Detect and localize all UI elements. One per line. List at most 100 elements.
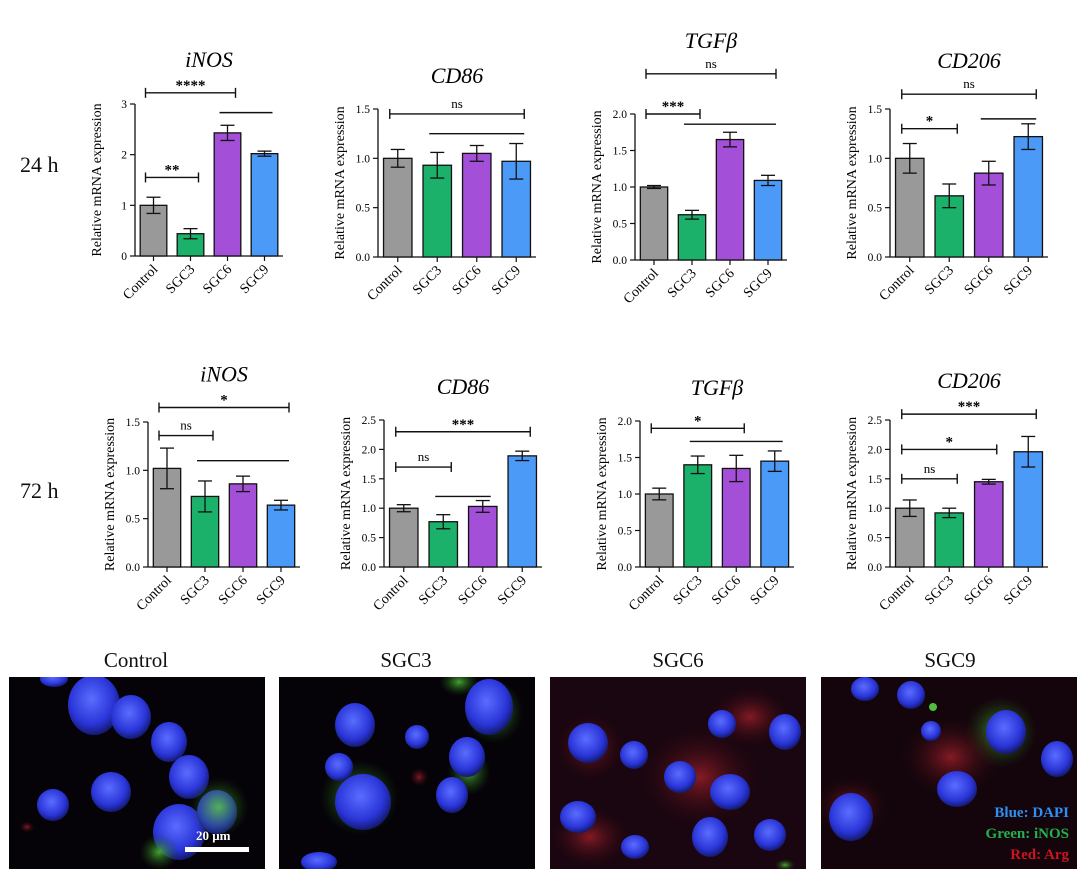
y-tick-label: 0.0 — [868, 562, 883, 574]
y-tick-label: 0.0 — [356, 252, 371, 264]
x-tick-label-control: Control — [134, 573, 175, 614]
x-tick-label-sgc6: SGC6 — [703, 266, 738, 301]
micrograph-title-control: Control — [103, 648, 169, 672]
micrograph-sgc3-image — [301, 677, 524, 869]
x-tick-label-sgc6: SGC6 — [450, 263, 485, 298]
y-axis-label: Relative mRNA expression — [339, 417, 354, 570]
scale-bar-label: 20 μm — [196, 828, 231, 843]
y-tick-label: 1.0 — [356, 153, 371, 165]
y-tick-label: 1 — [121, 200, 127, 212]
x-tick-label-sgc9: SGC9 — [238, 262, 273, 297]
x-tick-label-control: Control — [371, 573, 412, 614]
bar-sgc9 — [753, 179, 783, 261]
y-axis-label: Relative mRNA expression — [595, 417, 610, 570]
significance-label: * — [694, 413, 702, 429]
bar-sgc9 — [760, 460, 790, 568]
y-tick-label: 1.0 — [868, 153, 883, 165]
y-tick-label: 1.5 — [618, 453, 633, 465]
legend-arg: Red: Arg — [1010, 847, 1069, 863]
x-tick-label-sgc9: SGC9 — [1001, 263, 1036, 298]
bar-sgc6 — [973, 481, 1004, 568]
chart-title: iNOS — [200, 362, 248, 387]
y-tick-label: 2.5 — [362, 415, 377, 427]
chart-title: TGFβ — [691, 375, 744, 400]
y-tick-label: 1.5 — [362, 474, 377, 486]
significance-label: **** — [176, 78, 206, 94]
y-tick-label: 2 — [121, 150, 127, 162]
bar-sgc6 — [228, 483, 258, 568]
y-tick-label: 1.0 — [868, 503, 883, 515]
y-tick-label: 0 — [121, 251, 127, 263]
micrograph-sgc6 — [550, 677, 806, 869]
y-tick-label: 2.0 — [362, 444, 377, 456]
y-tick-label: 0.0 — [126, 562, 141, 574]
x-tick-label-sgc9: SGC9 — [741, 266, 776, 301]
x-tick-label-sgc3: SGC3 — [416, 573, 451, 608]
significance-label: ns — [963, 76, 975, 91]
y-tick-label: 0.0 — [362, 562, 377, 574]
significance-label: * — [926, 114, 934, 130]
bar-sgc3 — [934, 512, 965, 568]
micrograph-title-sgc6: SGC6 — [652, 648, 704, 672]
y-axis-label: Relative mRNA expression — [845, 106, 860, 259]
x-tick-label-sgc9: SGC9 — [495, 573, 530, 608]
y-tick-label: 2.5 — [868, 415, 883, 427]
chart-title: CD86 — [431, 63, 484, 88]
micrograph-sgc9-image — [821, 677, 1073, 841]
y-axis-label: Relative mRNA expression — [845, 417, 860, 570]
bar-sgc9 — [1013, 451, 1044, 568]
bar-control — [388, 507, 419, 568]
bar-sgc6 — [461, 152, 492, 258]
bar-sgc9 — [1013, 135, 1044, 258]
chart-title: CD86 — [437, 374, 490, 399]
scale-bar — [185, 847, 249, 852]
legend-dapi: Blue: DAPI — [994, 805, 1069, 821]
y-tick-label: 0.5 — [613, 219, 628, 231]
x-tick-label-sgc6: SGC6 — [456, 573, 491, 608]
y-axis-label: Relative mRNA expression — [590, 110, 605, 263]
bar-sgc9 — [507, 455, 538, 568]
chart-svg: CD206 0.0 0.5 1.0 1.5 Relative mRNA expressio… — [845, 48, 1048, 304]
x-tick-label-sgc9: SGC9 — [489, 263, 524, 298]
micrograph-control-image — [19, 677, 249, 869]
y-tick-label: 3 — [121, 99, 127, 111]
bar-sgc9 — [250, 153, 279, 257]
significance-label: * — [220, 393, 228, 409]
y-tick-label: 2.0 — [618, 416, 633, 428]
x-tick-label-sgc9: SGC9 — [748, 573, 783, 608]
significance-label: ns — [418, 449, 430, 464]
y-tick-label: 1.5 — [868, 474, 883, 486]
bar-sgc3 — [677, 214, 707, 261]
y-axis-label: Relative mRNA expression — [90, 103, 105, 256]
legend-inos: Green: iNOS — [985, 826, 1069, 842]
row-label-72h: 72 h — [20, 478, 59, 503]
y-axis-label: Relative mRNA expression — [103, 418, 118, 571]
bar-control — [644, 493, 674, 568]
micrograph-control: 20 μm — [9, 677, 265, 869]
y-tick-label: 0.5 — [868, 533, 883, 545]
micrograph-sgc9: Blue: DAPI Green: iNOS Red: Arg — [821, 677, 1077, 869]
y-tick-label: 1.0 — [126, 465, 141, 477]
significance-label: ns — [451, 96, 463, 111]
x-tick-label-sgc3: SGC3 — [410, 263, 445, 298]
significance-label: * — [946, 434, 954, 450]
chart-title: CD206 — [937, 48, 1001, 73]
x-tick-label-sgc3: SGC3 — [922, 263, 957, 298]
y-tick-label: 1.0 — [618, 489, 633, 501]
chart-svg: CD206 0.0 0.5 1.0 1.5 2.0 2.5 Relative mRNA exp… — [845, 368, 1048, 614]
chart-title: TGFβ — [685, 28, 738, 53]
y-tick-label: 2.0 — [868, 444, 883, 456]
bar-sgc6 — [213, 132, 242, 257]
significance-label: ns — [924, 461, 936, 476]
x-tick-label-sgc6: SGC6 — [962, 573, 997, 608]
significance-label: *** — [452, 417, 475, 433]
significance-label: ns — [705, 56, 717, 71]
x-tick-label-sgc3: SGC3 — [178, 573, 213, 608]
x-tick-label-sgc9: SGC9 — [254, 573, 289, 608]
bar-sgc9 — [266, 504, 296, 568]
y-tick-label: 0.5 — [126, 514, 141, 526]
y-tick-label: 0.5 — [356, 203, 371, 215]
x-tick-label-sgc6: SGC6 — [962, 263, 997, 298]
significance-label: *** — [958, 399, 981, 415]
micrograph-sgc6-image — [550, 687, 801, 869]
